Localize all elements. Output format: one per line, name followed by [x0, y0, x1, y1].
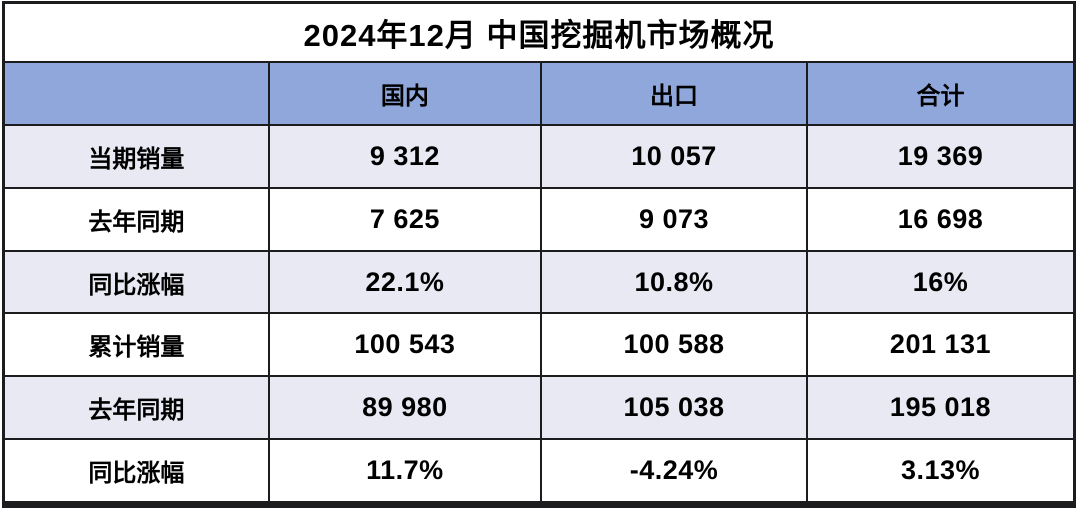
cell-value: 100 588: [540, 314, 806, 376]
table-row-cumulative-last-year: 去年同期 89 980 105 038 195 018: [5, 375, 1073, 439]
cell-value: 9 312: [267, 125, 540, 187]
cell-value: 10.8%: [540, 251, 806, 313]
table-row-cumulative-yoy-change: 同比涨幅 11.7% -4.24% 3.13%: [5, 438, 1073, 502]
cell-value: 105 038: [540, 377, 806, 439]
cell-value: 19 369: [805, 125, 1073, 187]
row-label: 同比涨幅: [88, 460, 185, 488]
cell-value: 89 980: [267, 377, 540, 439]
cell-value: 7 625: [267, 188, 540, 250]
column-header-empty: [5, 63, 268, 124]
table-row-yoy-change: 同比涨幅 22.1% 10.8% 16%: [5, 249, 1073, 313]
cell-value: 100 543: [267, 314, 540, 376]
cell-value: 201 131: [805, 314, 1073, 376]
cell-value: 10 057: [540, 125, 806, 187]
row-label: 同比涨幅: [88, 271, 185, 299]
row-label: 去年同期: [88, 208, 185, 236]
table-row-last-year-same-period: 去年同期 7 625 9 073 16 698: [5, 186, 1073, 250]
cell-value: 9 073: [540, 188, 806, 250]
row-label: 去年同期: [88, 397, 185, 425]
cell-value: 11.7%: [267, 440, 540, 502]
column-header-domestic: 国内: [267, 63, 540, 124]
cell-value: 22.1%: [267, 251, 540, 313]
table-row-cumulative-sales: 累计销量 100 543 100 588 201 131: [5, 312, 1073, 376]
table-header-row: 国内 出口 合计: [5, 61, 1073, 124]
cell-value: 195 018: [805, 377, 1073, 439]
row-label: 当期销量: [88, 145, 185, 173]
column-header-export: 出口: [540, 63, 806, 124]
cell-value: 3.13%: [805, 440, 1073, 502]
table-title-row: 2024年12月 中国挖掘机市场概况: [5, 4, 1073, 61]
table-row-current-sales: 当期销量 9 312 10 057 19 369: [5, 123, 1073, 187]
page-title: 2024年12月 中国挖掘机市场概况: [303, 18, 775, 53]
row-label: 累计销量: [88, 334, 185, 362]
cell-value: -4.24%: [540, 440, 806, 502]
column-header-total: 合计: [805, 63, 1073, 124]
cell-value: 16 698: [805, 188, 1073, 250]
cell-value: 16%: [805, 251, 1073, 313]
